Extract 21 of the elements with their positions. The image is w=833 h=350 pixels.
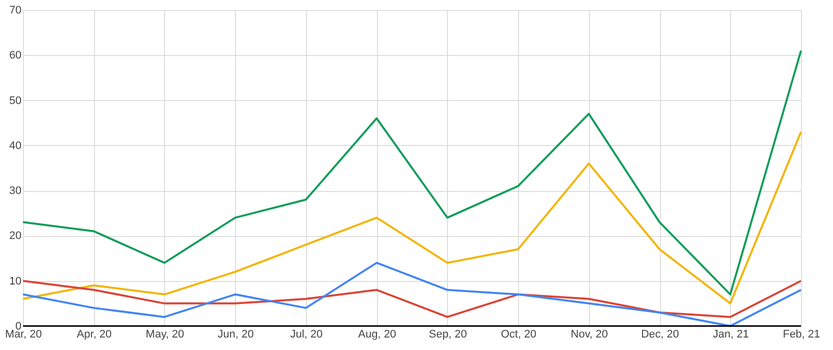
x-tick-label: Dec, 20 — [641, 328, 680, 340]
y-tick-label: 70 — [9, 4, 22, 16]
y-tick-label: 20 — [9, 230, 22, 242]
x-tick-label: Apr, 20 — [76, 328, 112, 340]
y-tick-label: 60 — [9, 50, 22, 62]
y-tick-label: 50 — [9, 94, 22, 107]
line-series — [22, 280, 802, 318]
x-tick-label: Oct, 20 — [500, 328, 536, 340]
x-tick-label: Jun, 20 — [218, 328, 254, 340]
x-tick-label: Jul, 20 — [290, 328, 323, 340]
y-tick-label: 30 — [9, 185, 22, 198]
x-tick-label: Feb, 21 — [782, 328, 820, 340]
line-series — [22, 50, 802, 296]
y-tick-label: 40 — [9, 140, 22, 152]
y-tick-label: 10 — [9, 275, 22, 288]
x-tick-label: May, 20 — [146, 328, 184, 340]
x-tick-label: Aug, 20 — [358, 328, 396, 340]
x-tick-label: Sep, 20 — [428, 328, 467, 340]
line-series — [22, 130, 802, 304]
x-tick-label: Nov, 20 — [570, 328, 608, 340]
x-tick-label: Jan, 21 — [712, 328, 749, 340]
